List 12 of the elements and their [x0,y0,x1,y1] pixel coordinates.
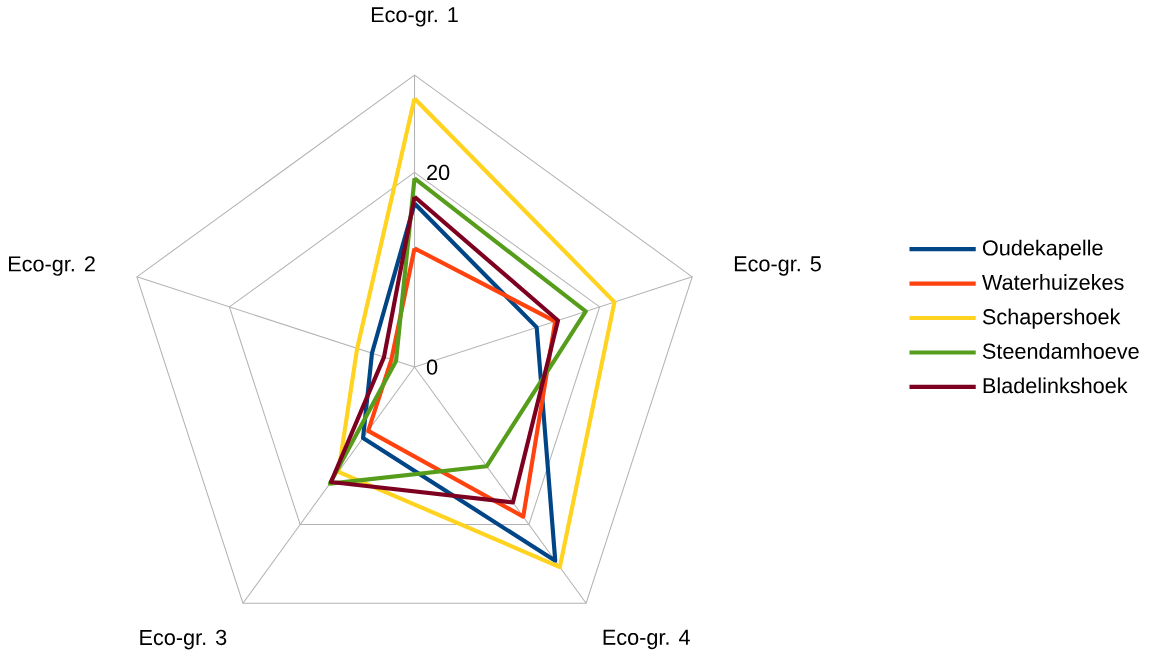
legend-label: Bladelinkshoek [983,377,1128,394]
y-tick-label: 20 [427,164,450,181]
y-tick-label: 0 [426,359,438,375]
spoke-label: Eco-gr. 2 [9,256,95,277]
legend-label: Steendamhoeve [982,343,1139,360]
spoke-label: Eco-gr. 5 [734,256,821,276]
legend-label: Waterhuizekes [982,274,1124,291]
legend-label: Oudekapelle [982,239,1103,261]
legend-label: Schapershoek [982,308,1121,329]
spoke-label: Eco-gr. 1 [371,7,458,27]
spoke-label: Eco-gr. 4 [603,630,690,650]
spoke-label: Eco-gr. 3 [140,629,227,650]
